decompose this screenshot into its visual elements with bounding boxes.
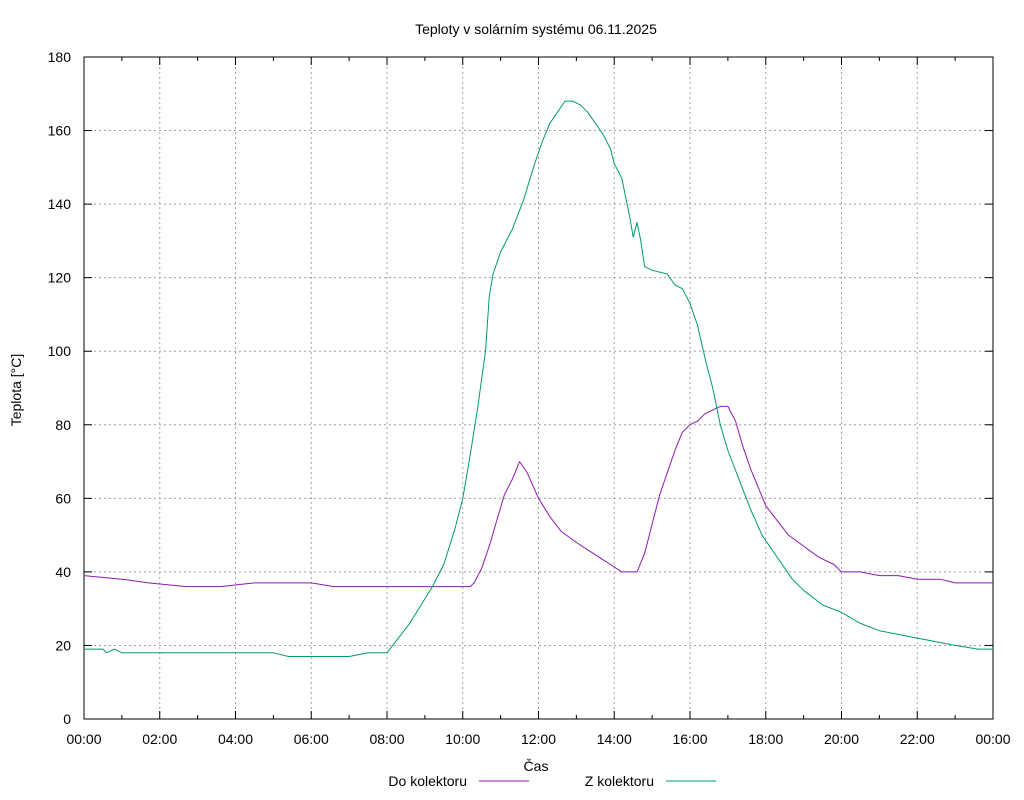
x-tick-label: 12:00 bbox=[521, 731, 556, 747]
legend-label-do-kolektoru: Do kolektoru bbox=[388, 773, 467, 789]
x-tick-label: 00:00 bbox=[975, 731, 1010, 747]
y-tick-label: 160 bbox=[48, 123, 72, 139]
x-tick-label: 18:00 bbox=[748, 731, 783, 747]
y-tick-label: 100 bbox=[48, 343, 72, 359]
series-line-z-kolektoru bbox=[84, 100, 993, 657]
x-tick-label: 14:00 bbox=[597, 731, 632, 747]
axis-ticks: 0 20 40 60 80 100 120 140 160 180 00:00 02:00 04:00 0… bbox=[48, 49, 1011, 747]
y-tick-label: 20 bbox=[55, 637, 71, 653]
x-tick-label: 22:00 bbox=[900, 731, 935, 747]
grid bbox=[84, 57, 993, 719]
y-tick-label: 60 bbox=[55, 490, 71, 506]
x-tick-label: 16:00 bbox=[672, 731, 707, 747]
legend-label-z-kolektoru: Z kolektoru bbox=[585, 773, 654, 789]
chart-title: Teploty v solárním systému 06.11.2025 bbox=[415, 21, 657, 37]
y-tick-label: 40 bbox=[55, 564, 71, 580]
y-tick-label: 140 bbox=[48, 196, 72, 212]
x-tick-label: 20:00 bbox=[824, 731, 859, 747]
x-tick-label: 02:00 bbox=[142, 731, 177, 747]
x-tick-label: 04:00 bbox=[218, 731, 253, 747]
legend: Do kolektoru Z kolektoru bbox=[388, 773, 716, 789]
x-tick-label: 08:00 bbox=[369, 731, 404, 747]
y-tick-label: 80 bbox=[55, 417, 71, 433]
x-axis-label: Čas bbox=[524, 758, 549, 774]
series-line-do-kolektoru bbox=[83, 405, 993, 588]
x-tick-label: 10:00 bbox=[445, 731, 480, 747]
y-axis-label: Teplota [°C] bbox=[8, 354, 24, 427]
y-tick-label: 0 bbox=[63, 711, 71, 727]
y-tick-label: 180 bbox=[48, 49, 72, 65]
x-tick-label: 00:00 bbox=[66, 731, 101, 747]
x-tick-label: 06:00 bbox=[294, 731, 329, 747]
y-tick-label: 120 bbox=[48, 270, 72, 286]
series-layer bbox=[83, 100, 993, 657]
